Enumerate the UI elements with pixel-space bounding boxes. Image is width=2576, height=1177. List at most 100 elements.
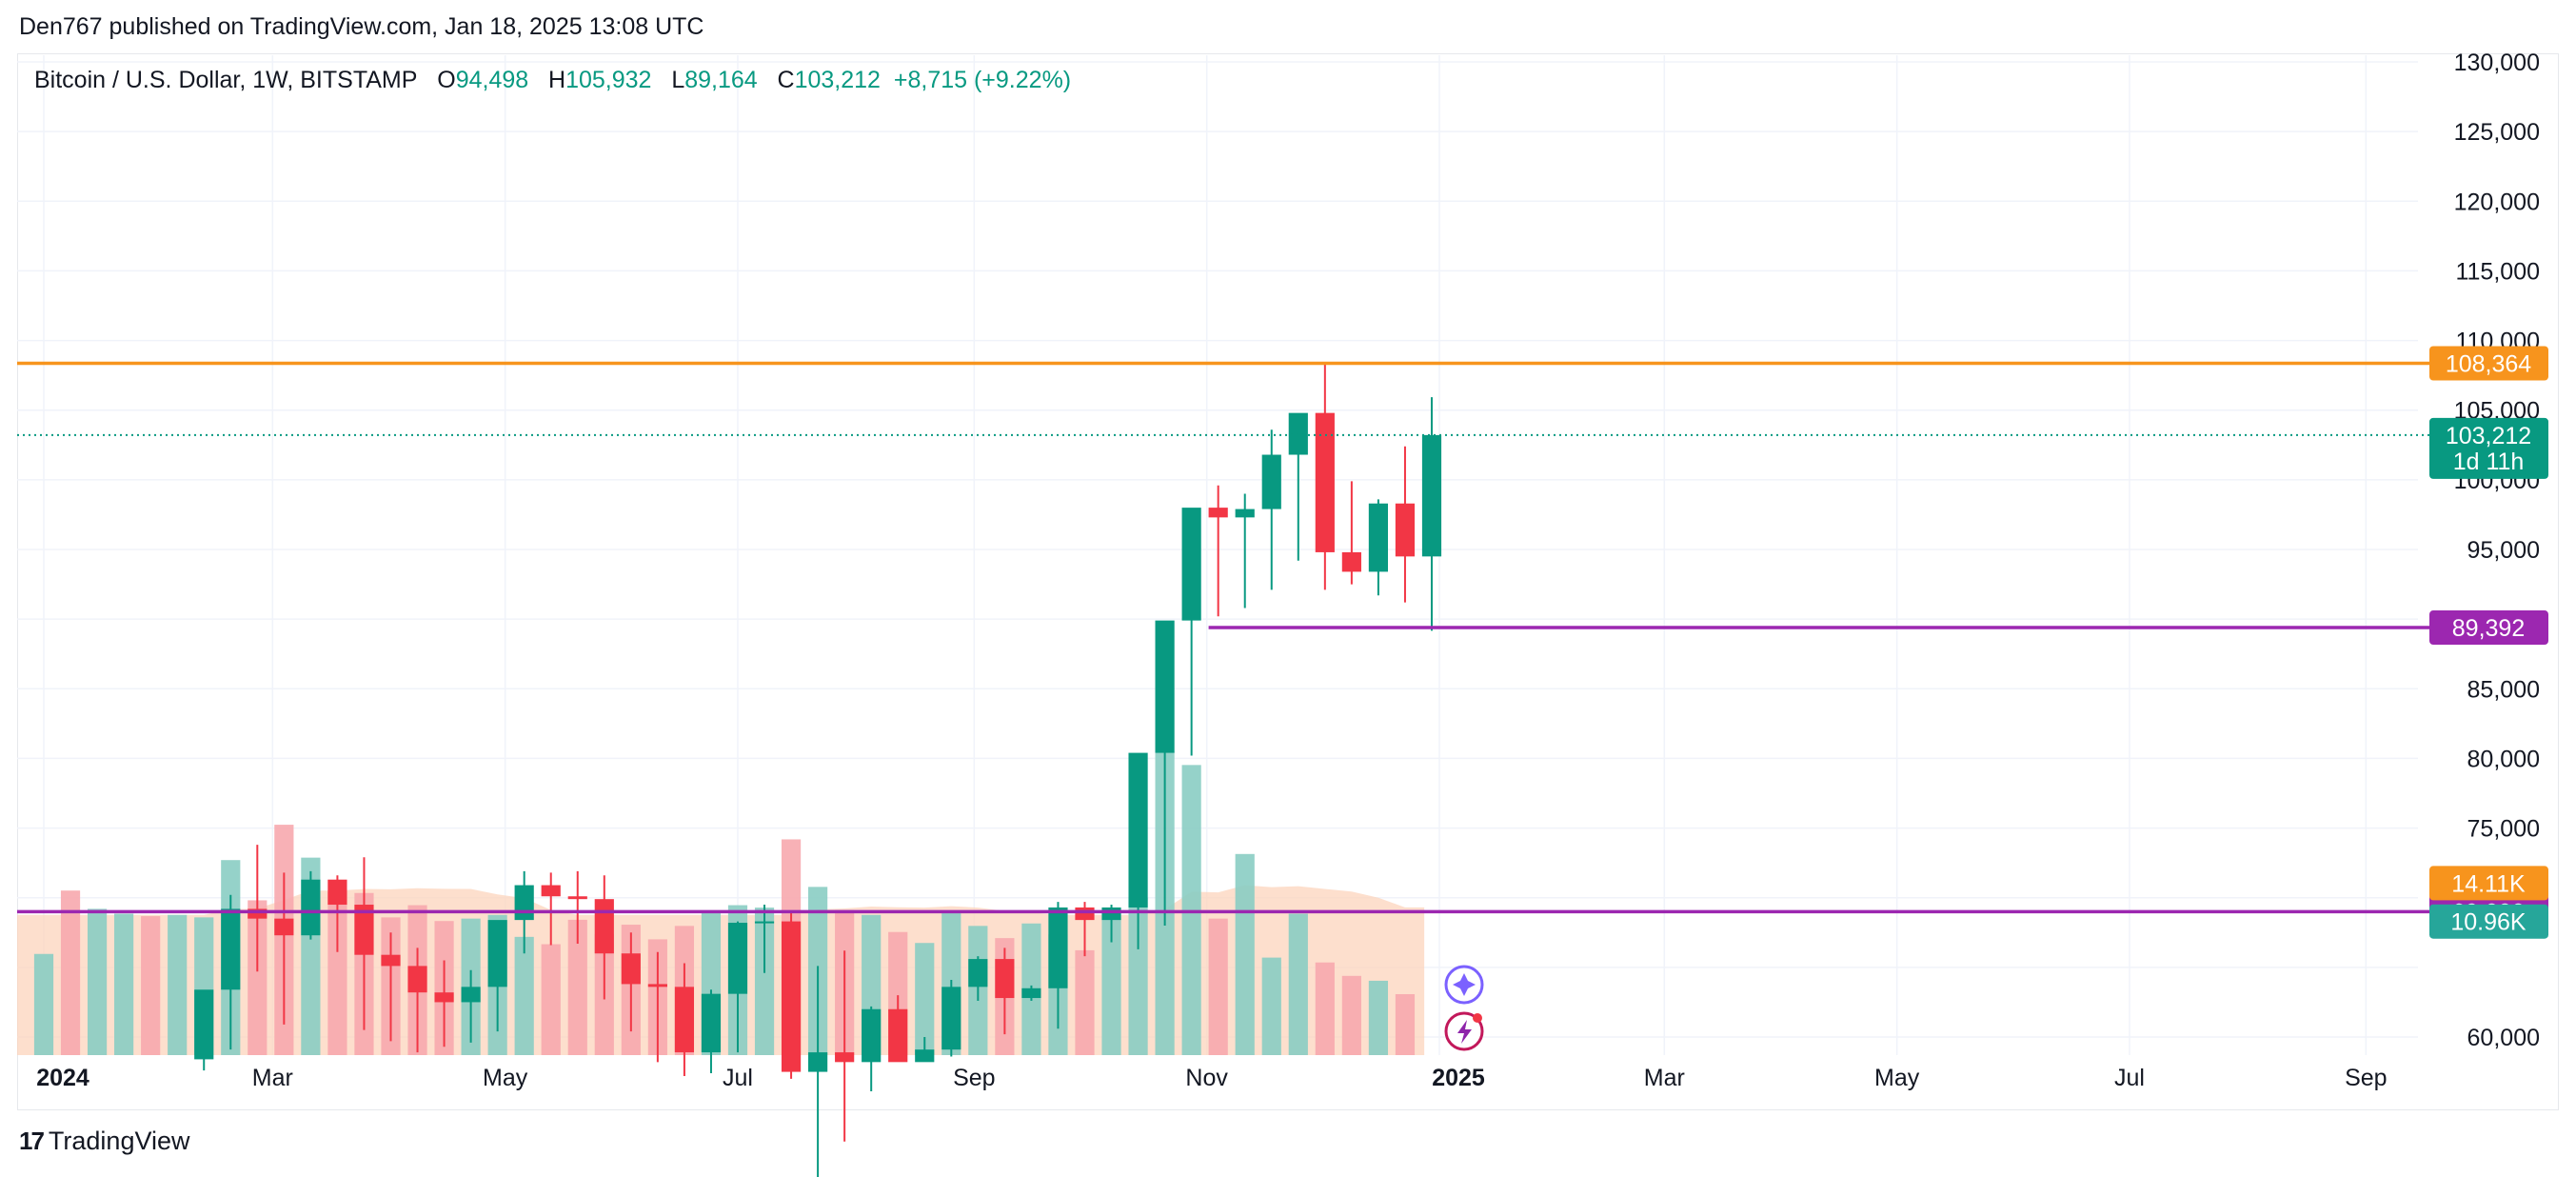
y-tick-label: 130,000: [2454, 50, 2540, 76]
candle-body: [915, 1049, 935, 1063]
volume-bar: [1341, 975, 1361, 1055]
candle-body: [487, 920, 507, 987]
tag-resistance-text: 108,364: [2446, 351, 2531, 378]
candle-body: [274, 918, 294, 936]
high-label: H: [548, 67, 566, 93]
grid-lines: [17, 55, 2418, 1055]
candle-body: [514, 885, 534, 921]
x-tick-label: Nov: [1185, 1065, 1228, 1091]
candle-body: [381, 954, 401, 967]
x-tick-label: Jul: [723, 1065, 753, 1091]
candle-body: [1288, 412, 1308, 455]
volume-bar: [1128, 897, 1148, 1055]
candle-body: [808, 1052, 828, 1072]
volume-bar: [1101, 918, 1121, 1055]
candle-body: [1368, 503, 1389, 572]
candle-body: [567, 896, 587, 900]
candle-body: [701, 993, 722, 1053]
tag-volume-ma-text: 14.11K: [2451, 870, 2526, 897]
candlesticks: [194, 363, 1442, 1177]
y-tick-label: 60,000: [2467, 1025, 2540, 1051]
volume-bar: [1235, 853, 1255, 1055]
high-value: 105,932: [565, 67, 652, 93]
tag-volume-ma-bg: [2429, 866, 2548, 901]
candle-body: [968, 959, 988, 987]
volume-bar: [114, 913, 134, 1055]
candle-body: [1128, 752, 1148, 908]
candle-body: [541, 885, 561, 897]
candle-body: [835, 1052, 855, 1063]
candle-body: [407, 966, 427, 993]
tag-last-price-text: 103,212: [2446, 423, 2531, 449]
tag-support-high-text: 89,392: [2452, 615, 2525, 642]
low-label: L: [671, 67, 685, 93]
tag-last-price-text: 1d 11h: [2453, 449, 2525, 475]
y-tick-label: 115,000: [2455, 258, 2540, 285]
volume-bars: [17, 751, 1425, 1055]
candle-body: [194, 989, 214, 1060]
chart-frame: [17, 53, 2559, 1110]
x-tick-label: Sep: [2345, 1065, 2387, 1091]
open-value: 94,498: [455, 67, 529, 93]
volume-bar: [1261, 957, 1281, 1055]
low-value: 89,164: [684, 67, 758, 93]
candle-body: [647, 984, 667, 987]
publisher-line: Den767 published on TradingView.com, Jan…: [19, 13, 704, 40]
candle-body: [221, 908, 241, 990]
x-tick-label: Jul: [2114, 1065, 2145, 1091]
candle-body: [301, 879, 321, 936]
volume-bar: [541, 944, 561, 1055]
tag-volume-bg: [2429, 904, 2548, 939]
volume-bar: [1208, 918, 1228, 1055]
tradingview-logo-icon: 17: [19, 1127, 45, 1155]
candle-body: [888, 1008, 908, 1063]
volume-bar: [1075, 949, 1095, 1055]
notification-dot: [1473, 1013, 1482, 1023]
candle-body: [1421, 434, 1442, 557]
candle-body: [781, 921, 802, 1072]
x-tick-label: Mar: [252, 1065, 293, 1091]
symbol-legend: Bitcoin / U.S. Dollar, 1W, BITSTAMP O94,…: [34, 67, 1071, 94]
lightning-shape: [1457, 1020, 1472, 1044]
candle-body: [1341, 551, 1361, 572]
close-label: C: [777, 67, 795, 93]
candle-body: [1048, 907, 1068, 988]
tag-volume-text: 10.96K: [2450, 909, 2526, 936]
volume-bar: [754, 908, 775, 1055]
volume-bar: [168, 914, 188, 1055]
time-axis[interactable]: 2024 Mar May Jul Sep Nov 2025 Mar May Jul Sep: [36, 1065, 2387, 1091]
candle-body: [941, 987, 961, 1050]
candle-body: [327, 879, 347, 906]
x-tick-label: 2024: [36, 1065, 89, 1091]
volume-bar: [248, 900, 268, 1055]
sparkle-shape: [1453, 973, 1476, 996]
volume-bar: [141, 916, 161, 1055]
x-tick-label: Sep: [953, 1065, 995, 1091]
volume-bar: [1315, 962, 1335, 1055]
candle-body: [1101, 907, 1121, 921]
y-tick-label: 95,000: [2467, 537, 2540, 564]
tag-last-price-bg: [2429, 417, 2548, 479]
candle-body: [754, 921, 775, 924]
tag-resistance-bg: [2429, 346, 2548, 381]
candle-body: [1235, 509, 1255, 518]
y-tick-label: 125,000: [2454, 119, 2540, 146]
brand-name: TradingView: [48, 1127, 190, 1155]
symbol-title: Bitcoin / U.S. Dollar, 1W, BITSTAMP: [34, 67, 418, 93]
indicator-icons[interactable]: [1444, 965, 1484, 1051]
candle-body: [621, 953, 641, 985]
candle-body: [1155, 620, 1175, 753]
volume-bar: [514, 936, 534, 1055]
volume-bar: [1395, 994, 1416, 1055]
y-tick-label: 85,000: [2467, 676, 2540, 703]
y-tick-label: 120,000: [2454, 189, 2540, 215]
volume-bar: [60, 890, 81, 1055]
candle-body: [727, 923, 748, 994]
horizontal-lines: [17, 361, 2429, 914]
candle-body: [354, 905, 374, 955]
tradingview-brand[interactable]: 17 TradingView: [19, 1127, 190, 1156]
volume-bar: [33, 953, 54, 1055]
candle-body: [1315, 412, 1335, 552]
